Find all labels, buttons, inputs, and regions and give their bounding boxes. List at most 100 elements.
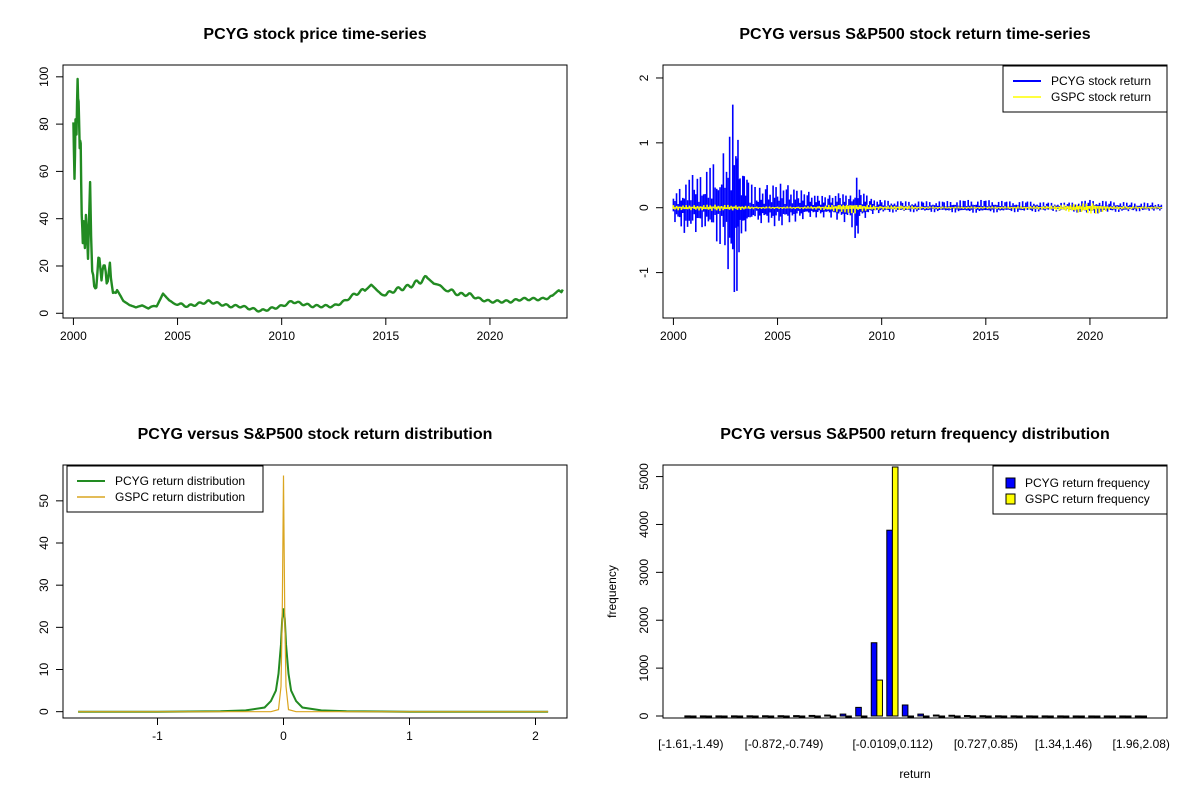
x-axis: [-1.61,-1.49) [-0.872,-0.749) [-0.0109,0.1… [658, 737, 1170, 751]
frequency-bar [860, 715, 868, 718]
chart-title: PCYG stock price time-series [203, 26, 426, 43]
x-axis: -1 0 1 2 [152, 718, 539, 743]
frequency-bar [886, 529, 893, 717]
frequency-bar [762, 715, 769, 718]
y-tick-label: 60 [37, 164, 51, 178]
x-tick-label: 2 [532, 729, 539, 743]
frequency-bar [979, 715, 987, 718]
frequency-bar [1109, 715, 1116, 718]
legend-swatch [1005, 477, 1016, 489]
frequency-bar [684, 715, 691, 718]
x-tick-label: 2010 [268, 329, 295, 343]
plot-frame [62, 464, 568, 719]
y-axis-label: frequency [605, 565, 619, 618]
x-tick-label: -1 [152, 729, 163, 743]
x-tick-label: 2015 [972, 329, 999, 343]
legend: PCYG stock return GSPC stock return [1002, 65, 1168, 113]
chart-panel-4: PCYG versus S&P500 return frequency dist… [605, 426, 1170, 781]
frequency-bar [969, 715, 977, 718]
y-tick-label: 0 [637, 712, 651, 719]
frequency-bar [1047, 715, 1054, 718]
y-tick-label: 30 [37, 578, 51, 592]
legend-label: PCYG stock return [1051, 74, 1151, 88]
x-tick-label: 0 [280, 729, 287, 743]
chart-title: PCYG versus S&P500 stock return time-ser… [739, 26, 1090, 43]
x-tick-label: 2000 [60, 329, 87, 343]
y-axis: 0 10 20 30 40 50 [37, 494, 63, 715]
y-tick-label: 40 [37, 536, 51, 550]
frequency-bar [783, 715, 790, 718]
y-tick-label: 100 [37, 66, 51, 86]
frequency-bar [736, 715, 744, 718]
frequency-bar [1078, 715, 1085, 718]
y-tick-label: 10 [37, 663, 51, 677]
frequency-bar [777, 715, 785, 718]
y-tick-label: 3000 [637, 559, 651, 586]
frequency-bar [808, 714, 816, 717]
frequency-bar [948, 714, 956, 717]
frequency-bar [917, 713, 924, 717]
legend-label: GSPC return frequency [1025, 492, 1150, 506]
frequency-bar [1140, 715, 1148, 718]
plot-area [672, 104, 1163, 293]
y-tick-label: 2 [637, 74, 651, 81]
x-tick-label: 2020 [1077, 329, 1104, 343]
y-tick-label: 5000 [637, 463, 651, 490]
frequency-bar [1057, 715, 1064, 718]
frequency-bar [922, 715, 930, 718]
y-tick-label: 50 [37, 494, 51, 508]
chart-panel-2: PCYG versus S&P500 stock return time-ser… [637, 26, 1168, 343]
plot-area [78, 475, 549, 713]
series-pcyg-return [672, 104, 1163, 293]
frequency-bar [963, 715, 971, 718]
y-tick-label: 2000 [637, 607, 651, 634]
y-axis: 0 20 40 60 80 100 [37, 66, 63, 317]
series-gspc-frequency [689, 466, 1148, 718]
frequency-bar [1103, 715, 1111, 718]
frequency-bar [1134, 715, 1142, 718]
plot-area [684, 466, 1148, 718]
y-tick-label: 0 [37, 708, 51, 715]
series-pcyg-price-line [72, 77, 564, 313]
legend-swatch [1005, 493, 1016, 505]
frequency-bar [901, 704, 909, 717]
frequency-bar [995, 715, 1002, 718]
legend-label: PCYG return frequency [1025, 476, 1150, 490]
frequency-bar [721, 715, 728, 718]
chart-panel-3: PCYG versus S&P500 stock return distribu… [37, 426, 568, 743]
frequency-bar [793, 715, 800, 718]
frequency-bar [705, 715, 713, 718]
frequency-bar [1088, 715, 1095, 718]
x-category-label: [1.96,2.08) [1113, 737, 1170, 751]
frequency-bar [855, 706, 862, 717]
x-axis: 2000 2005 2010 2015 2020 [660, 318, 1104, 343]
frequency-bar [730, 715, 738, 718]
frequency-bar [814, 715, 821, 718]
plot-frame [62, 64, 568, 319]
frequency-bar [752, 715, 759, 718]
y-tick-label: 40 [37, 212, 51, 226]
x-tick-label: 2020 [477, 329, 504, 343]
y-tick-label: 20 [37, 620, 51, 634]
frequency-bar [839, 713, 847, 717]
y-tick-label: 0 [37, 310, 51, 317]
frequency-bar [1031, 715, 1039, 718]
frequency-bar [746, 715, 754, 718]
frequency-bar [907, 715, 915, 718]
plot-frame [662, 64, 1168, 319]
y-tick-label: 0 [637, 204, 651, 211]
frequency-bar [1026, 715, 1033, 718]
frequency-bar [876, 679, 883, 717]
legend: PCYG return frequency GSPC return frequen… [992, 465, 1168, 515]
frequency-bar [1119, 715, 1126, 718]
legend-label: GSPC stock return [1051, 90, 1151, 104]
x-category-label: [-0.0109,0.112) [852, 737, 933, 751]
frequency-bar [1010, 715, 1018, 718]
plot-frame [662, 464, 1168, 719]
x-tick-label: 2015 [372, 329, 399, 343]
y-axis: -1 0 1 2 [637, 74, 663, 278]
frequency-bar [1093, 715, 1101, 718]
frequency-bar [699, 715, 707, 718]
